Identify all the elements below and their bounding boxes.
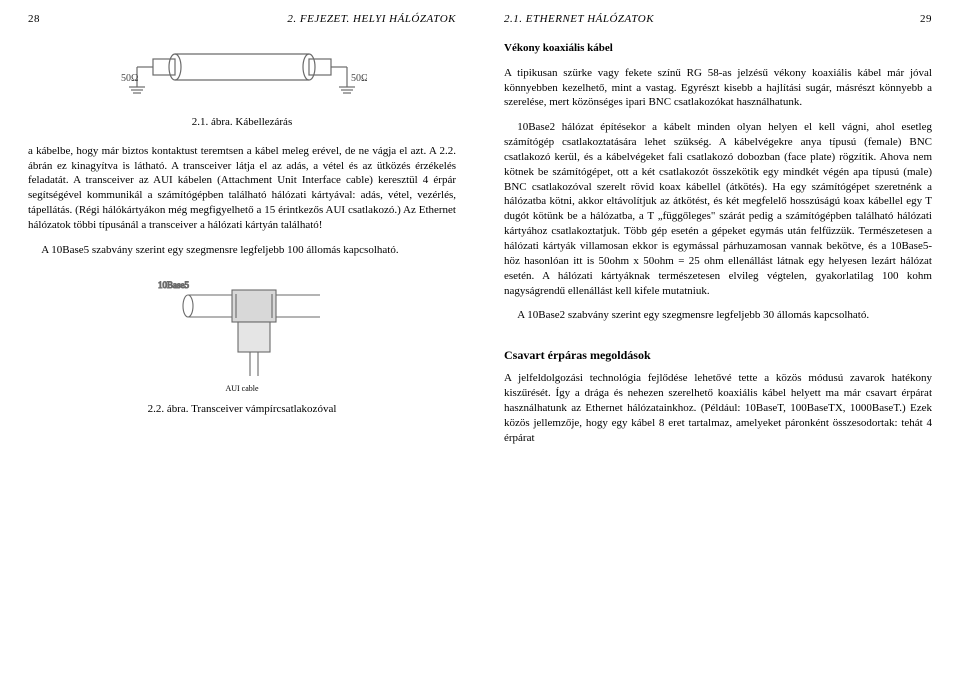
- left-chapter-title: 2. FEJEZET. HELYI HÁLÓZATOK: [287, 12, 456, 27]
- left-para-2: A 10Base5 szabvány szerint egy szegmensr…: [28, 243, 456, 258]
- left-para-1: a kábelbe, hogy már biztos kontaktust te…: [28, 144, 456, 233]
- left-page: 28 2. FEJEZET. HELYI HÁLÓZATOK: [28, 12, 456, 456]
- right-para-3: A 10Base2 szabvány szerint egy szegmensr…: [504, 308, 932, 323]
- right-page-header: 2.1. ETHERNET HÁLÓZATOK 29: [504, 12, 932, 27]
- twisted-pair-section-title: Csavart érpáras megoldások: [504, 347, 932, 363]
- right-para-4: A jelfeldolgozási technológia fejlődése …: [504, 371, 932, 445]
- right-para-2: 10Base2 hálózat építésekor a kábelt mind…: [504, 120, 932, 298]
- transceiver-top-label: 10Base5: [158, 280, 189, 290]
- cable-terminator-icon: 50Ω 50Ω: [117, 45, 367, 105]
- page-spread: 28 2. FEJEZET. HELYI HÁLÓZATOK: [28, 12, 932, 456]
- figure2-caption: 2.2. ábra. Transceiver vámpírcsatlakozóv…: [28, 402, 456, 417]
- right-page: 2.1. ETHERNET HÁLÓZATOK 29 Vékony koaxiá…: [504, 12, 932, 456]
- aui-cable-label: AUI cable: [28, 384, 456, 395]
- thin-coax-subhead: Vékony koaxiális kábel: [504, 41, 932, 56]
- transceiver-icon: 10Base5: [152, 272, 332, 382]
- right-chapter-title: 2.1. ETHERNET HÁLÓZATOK: [504, 12, 654, 27]
- figure-cable-terminator: 50Ω 50Ω: [28, 45, 456, 105]
- terminator-right-label: 50Ω: [351, 73, 367, 84]
- terminator-left-label: 50Ω: [121, 73, 138, 84]
- left-page-header: 28 2. FEJEZET. HELYI HÁLÓZATOK: [28, 12, 456, 27]
- figure-transceiver: 10Base5: [28, 272, 456, 382]
- figure1-caption: 2.1. ábra. Kábellezárás: [28, 115, 456, 130]
- right-para-1: A tipikusan szürke vagy fekete színű RG …: [504, 66, 932, 111]
- right-page-number: 29: [920, 12, 932, 27]
- left-page-number: 28: [28, 12, 40, 27]
